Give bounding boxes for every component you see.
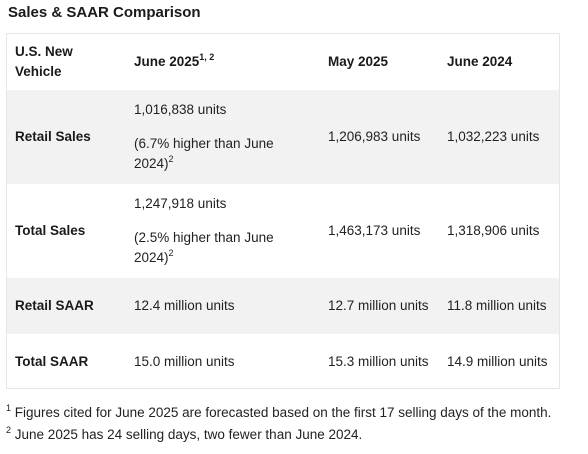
cell-note: (6.7% higher than June 2024)2	[134, 134, 312, 174]
cell-value: 1,016,838 units	[134, 102, 227, 117]
cell-june-2025-retail-sales: 1,016,838 units (6.7% higher than June 2…	[126, 90, 320, 184]
page-title: Sales & SAAR Comparison	[8, 4, 201, 21]
header-may-2025: May 2025	[328, 54, 389, 69]
header-june-2025-label: June 2025	[134, 54, 200, 69]
row-label-total-saar: Total SAAR	[15, 354, 89, 369]
cell-may-2025-total-sales: 1,463,173 units	[328, 223, 421, 238]
footnotes: 1 Figures cited for June 2025 are foreca…	[6, 402, 551, 446]
footnote-text: June 2025 has 24 selling days, two fewer…	[14, 427, 363, 442]
cell-note: (2.5% higher than June 2024)2	[134, 228, 312, 268]
header-june-2025: June 20251, 2	[126, 34, 320, 90]
cell-note-text: (2.5% higher than June 2024)	[134, 230, 274, 265]
footnote-1: 1 Figures cited for June 2025 are foreca…	[6, 402, 551, 424]
row-label-total-sales: Total Sales	[15, 223, 86, 238]
table-row: Retail SAAR 12.4 million units 12.7 mill…	[7, 278, 559, 334]
table-row: Total SAAR 15.0 million units 15.3 milli…	[7, 334, 559, 390]
header-june-2024: June 2024	[447, 54, 513, 69]
cell-may-2025-retail-saar: 12.7 million units	[328, 298, 429, 313]
footnote-marker: 1	[6, 402, 12, 413]
comparison-table: U.S. New Vehicle June 20251, 2 May 2025 …	[7, 34, 559, 390]
cell-june-2024-retail-sales: 1,032,223 units	[447, 129, 540, 144]
comparison-table-container: U.S. New Vehicle June 20251, 2 May 2025 …	[6, 33, 560, 389]
cell-june-2024-retail-saar: 11.8 million units	[447, 298, 547, 313]
header-us-new-vehicle: U.S. New Vehicle	[15, 44, 73, 79]
cell-june-2025-total-sales: 1,247,918 units (2.5% higher than June 2…	[126, 184, 320, 278]
cell-note-footnote-marker: 2	[168, 153, 174, 164]
table-header-row: U.S. New Vehicle June 20251, 2 May 2025 …	[7, 34, 559, 90]
cell-note-text: (6.7% higher than June 2024)	[134, 136, 274, 171]
row-label-retail-saar: Retail SAAR	[15, 298, 94, 313]
row-label-retail-sales: Retail Sales	[15, 129, 91, 144]
cell-june-2025-total-saar: 15.0 million units	[134, 354, 235, 369]
footnote-2: 2 June 2025 has 24 selling days, two few…	[6, 424, 551, 446]
cell-june-2024-total-saar: 14.9 million units	[447, 354, 548, 369]
header-june-2025-footnote-markers: 1, 2	[199, 51, 215, 62]
footnote-marker: 2	[6, 424, 12, 435]
table-row: Retail Sales 1,016,838 units (6.7% highe…	[7, 90, 559, 184]
cell-may-2025-retail-sales: 1,206,983 units	[328, 129, 421, 144]
cell-value: 1,247,918 units	[134, 196, 227, 211]
table-row: Total Sales 1,247,918 units (2.5% higher…	[7, 184, 559, 278]
cell-june-2024-total-sales: 1,318,906 units	[447, 223, 540, 238]
cell-note-footnote-marker: 2	[168, 247, 174, 258]
cell-june-2025-retail-saar: 12.4 million units	[134, 298, 235, 313]
footnote-text: Figures cited for June 2025 are forecast…	[14, 405, 552, 420]
cell-may-2025-total-saar: 15.3 million units	[328, 354, 429, 369]
